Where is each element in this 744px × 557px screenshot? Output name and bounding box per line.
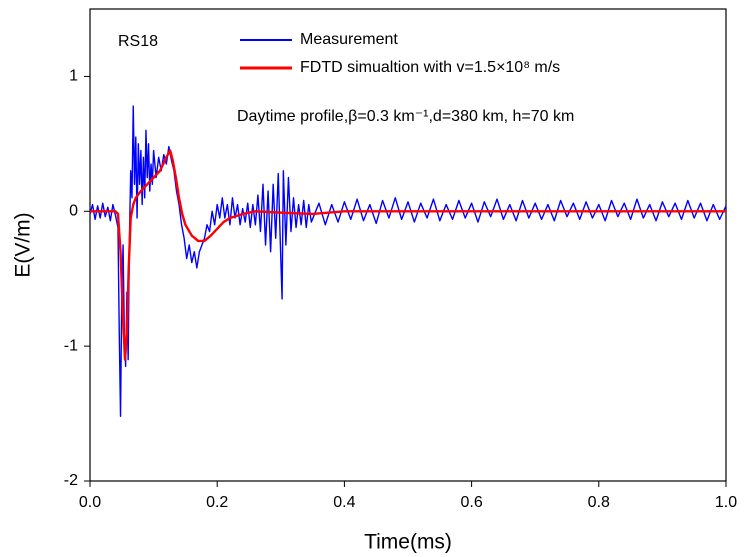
y-tick-label: 1 xyxy=(69,68,78,85)
x-tick-label: 0.2 xyxy=(206,494,228,511)
x-tick-label: 0.4 xyxy=(333,494,355,511)
annotation: Daytime profile,β=0.3 km⁻¹,d=380 km, h=7… xyxy=(237,108,574,125)
x-tick-label: 1.0 xyxy=(715,494,737,511)
x-tick-label: 0.8 xyxy=(588,494,610,511)
y-tick-label: 0 xyxy=(69,203,78,220)
data-line xyxy=(90,149,726,361)
annotation: RS18 xyxy=(118,33,158,50)
legend-label: FDTD simualtion with v=1.5×10⁸ m/s xyxy=(300,59,560,76)
data-line xyxy=(89,105,727,417)
y-tick-label: -1 xyxy=(64,337,78,354)
x-tick-label: 0.6 xyxy=(460,494,482,511)
y-tick-label: -2 xyxy=(64,472,78,489)
y-axis-label: E(V/m) xyxy=(12,212,35,277)
legend-label: Measurement xyxy=(300,31,398,48)
plot-frame xyxy=(89,8,727,482)
x-tick-label: 0.0 xyxy=(79,494,101,511)
x-axis-label: Time(ms) xyxy=(364,531,452,554)
